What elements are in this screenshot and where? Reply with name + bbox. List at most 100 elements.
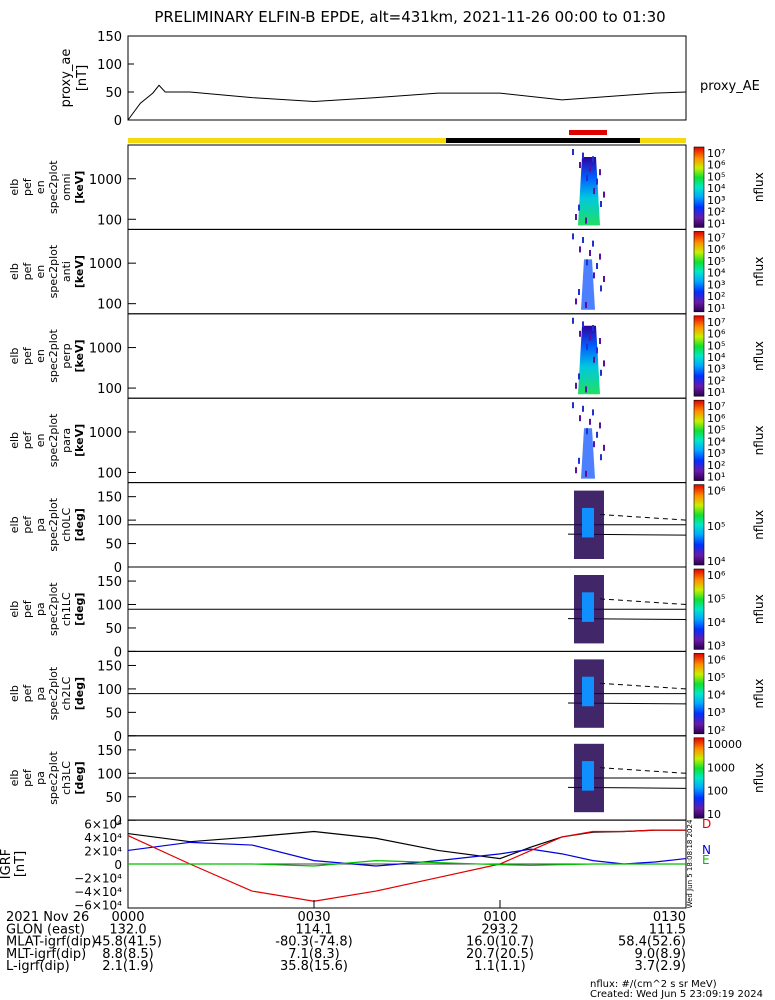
- spectrogram-pixel: [582, 237, 584, 243]
- igrf-timestamp: Wed Jun 5 18:08:18 2024: [686, 819, 694, 908]
- igrf-ytick: −6×10⁴: [74, 899, 122, 913]
- panel-ylabel-line: spec2plot: [47, 666, 60, 720]
- spectrogram-flux-region: [581, 259, 595, 310]
- panel-ylabel-line: pef: [21, 262, 34, 281]
- panel-ytick: 50: [105, 622, 122, 637]
- spectrogram-pixel: [596, 431, 598, 438]
- panel-ytick: 100: [97, 298, 122, 313]
- footer-value: 1.1(1.1): [474, 959, 526, 974]
- panel-ytick: 1000: [89, 342, 122, 357]
- colorbar-label: nflux: [752, 510, 766, 540]
- sunlight-bar-2: [640, 138, 686, 143]
- anti-loss-cone-line: [599, 682, 687, 690]
- panel-ylabel-line: en: [34, 180, 47, 194]
- spectrogram-pixel: [572, 317, 574, 324]
- spectrogram-pixel: [596, 178, 598, 185]
- panel-ylabel-line: perp: [60, 343, 73, 368]
- footer-value: 114.1: [295, 922, 332, 937]
- spectrogram-pixel: [592, 409, 594, 416]
- panel-ylabel-line: omni: [60, 173, 73, 200]
- panel-ylabel-line: pa: [34, 518, 47, 532]
- spectrogram-flux-region: [578, 325, 600, 395]
- igrf-ytick: −4×10⁴: [74, 885, 122, 899]
- spectrogram-pixel: [585, 470, 587, 477]
- igrf-ytick: 2×10⁴: [84, 844, 122, 858]
- panel-ytick: 0: [114, 561, 122, 576]
- colorbar-tick: 10⁶: [707, 653, 726, 666]
- footer-value: 293.2: [481, 922, 518, 937]
- shadow-bar: [446, 138, 640, 143]
- igrf-legend-d: D: [702, 817, 711, 831]
- spectrogram-pixel: [589, 418, 591, 425]
- spectrogram-pixel: [586, 259, 588, 266]
- footer-value: 58.4(52.6): [618, 935, 686, 950]
- panel-6: elb pef pa spec2plot ch1LC [deg] 150 100 50 0 10⁶ 1…: [8, 566, 766, 660]
- colorbar: [693, 568, 705, 650]
- colorbar-tick: 10⁶: [707, 569, 726, 582]
- colorbar-tick: 10⁷: [707, 231, 725, 244]
- panel-3: elb pef en spec2plot perp [keV] 100010010⁷10⁶1…: [8, 313, 766, 399]
- status-bars: [128, 130, 686, 143]
- panel-ylabel-line: elb: [8, 685, 21, 702]
- footer-value: 111.5: [649, 922, 686, 937]
- panel-ytick: 100: [97, 599, 122, 614]
- colorbar-tick: 10⁷: [707, 400, 725, 413]
- anti-loss-cone-line: [599, 598, 687, 606]
- panel-ylabel-line: [keV]: [73, 424, 86, 457]
- colorbar-label: nflux: [752, 172, 766, 202]
- spectrogram-pixel: [585, 217, 587, 224]
- panel-ylabel-line: pef: [21, 684, 34, 703]
- panel-ylabel-line: en: [34, 349, 47, 363]
- spectrogram-pixel: [575, 214, 577, 220]
- spectrogram-pixel: [593, 188, 595, 194]
- colorbar-tick: 10³: [707, 447, 725, 460]
- igrf-ytick: 6×10⁴: [84, 817, 122, 831]
- panel-ylabel-line: elb: [8, 601, 21, 618]
- spectrogram-pixel: [599, 169, 601, 176]
- colorbar-tick: 10⁵: [707, 339, 725, 352]
- colorbar: [693, 653, 705, 735]
- colorbar-tick: 10⁵: [707, 520, 725, 533]
- spectrogram-pixel: [585, 386, 587, 393]
- panel-ylabel-line: spec2plot: [47, 160, 60, 214]
- spectrogram-pixel: [592, 325, 594, 331]
- panel-7: elb pef pa spec2plot ch2LC [deg] 150 100 50 0 10⁶ 1…: [8, 650, 766, 745]
- colorbar-label: nflux: [752, 341, 766, 371]
- colorbar-tick: 10⁷: [707, 316, 725, 329]
- panel-ylabel-line: elb: [8, 770, 21, 787]
- spectrogram-pixel: [578, 373, 580, 380]
- colorbar-tick: 10⁵: [707, 170, 725, 183]
- panel-ylabel-line: elb: [8, 348, 21, 365]
- igrf-green-line: [128, 860, 686, 867]
- spectrogram-pixel: [586, 175, 588, 181]
- panel-ylabel-line: spec2plot: [47, 413, 60, 467]
- panel-ytick: 100: [97, 213, 122, 228]
- spectrogram-pixel: [589, 250, 591, 256]
- panel-1: elb pef en spec2plot omni [keV] 100010010⁷10⁶1…: [8, 144, 766, 230]
- panel-ylabel-line: [deg]: [73, 677, 86, 710]
- colorbar-tick: 10⁴: [707, 689, 726, 702]
- pitch-angle-flux-core: [582, 592, 594, 622]
- spectrogram-pixel: [593, 356, 595, 363]
- spectrogram-pixel: [589, 165, 591, 172]
- panel-ylabel-line: [deg]: [73, 593, 86, 626]
- spectrogram-pixel: [599, 422, 601, 429]
- igrf-ytick: −2×10⁴: [74, 872, 122, 886]
- spectrogram-pixel: [592, 240, 594, 247]
- panel-5: elb pef pa spec2plot ch0LC [deg] 150 100 50 0 10⁶ 1…: [8, 482, 766, 576]
- panel-ylabel-line: spec2plot: [47, 244, 60, 298]
- proxy-ae-yunits: [nT]: [75, 65, 90, 91]
- colorbar-tick: 10³: [707, 706, 725, 719]
- colorbar-tick: 100: [707, 785, 728, 798]
- spectrogram-pixel: [603, 444, 605, 451]
- panel-ylabel-line: elb: [8, 179, 21, 196]
- panel-ytick: 100: [97, 683, 122, 698]
- igrf-legend-e: E: [702, 853, 710, 867]
- igrf-ylabel: IGRF: [0, 849, 14, 879]
- panel-ylabel-line: elb: [8, 516, 21, 533]
- panel-ylabel-line: pef: [21, 768, 34, 787]
- spectrogram-flux-region: [578, 157, 600, 226]
- footer-value: 0100: [483, 910, 516, 925]
- footer-row-label: MLT-igrf(dip): [6, 947, 86, 962]
- footer-value: 35.8(15.6): [280, 959, 348, 974]
